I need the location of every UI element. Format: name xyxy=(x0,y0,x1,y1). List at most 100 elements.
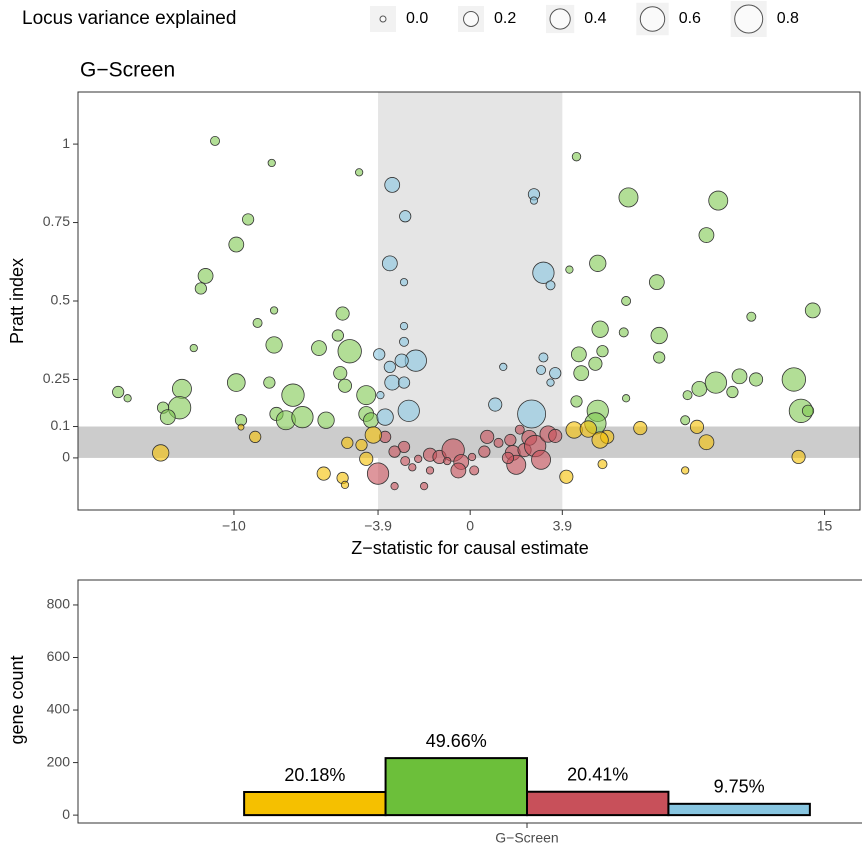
y-tick-label: 0.5 xyxy=(51,292,71,308)
size-legend-label: 0.4 xyxy=(584,10,606,27)
point xyxy=(381,255,398,272)
point xyxy=(425,466,435,475)
point xyxy=(252,318,263,328)
x-tick-label: 3.9 xyxy=(553,518,573,534)
y-tick-label: 0 xyxy=(62,806,70,822)
y-tick-label: 400 xyxy=(47,701,71,717)
y-tick-label: 0.1 xyxy=(51,417,71,433)
point xyxy=(226,373,246,392)
point xyxy=(337,339,362,364)
point xyxy=(281,383,305,407)
point xyxy=(536,365,547,375)
point xyxy=(197,268,214,284)
point xyxy=(331,329,344,342)
point xyxy=(228,236,245,253)
point xyxy=(653,351,666,364)
point xyxy=(394,353,409,368)
point xyxy=(420,482,429,491)
y-tick-label: 800 xyxy=(47,596,71,612)
point xyxy=(408,463,417,472)
y-tick-label: 1 xyxy=(62,135,70,151)
point xyxy=(383,360,396,373)
size-legend-symbol xyxy=(379,15,387,23)
point xyxy=(749,372,764,387)
point xyxy=(388,445,401,458)
point xyxy=(340,480,350,489)
point xyxy=(123,394,132,403)
point xyxy=(189,343,198,353)
shaded-band xyxy=(78,426,860,458)
size-legend-title: Locus variance explained xyxy=(22,8,236,29)
y-tick-label: 600 xyxy=(47,648,71,664)
point xyxy=(337,378,353,393)
point xyxy=(549,367,562,380)
point xyxy=(355,168,364,177)
point xyxy=(559,469,574,484)
point xyxy=(364,426,382,444)
plot-border xyxy=(77,579,862,824)
bar xyxy=(243,791,387,817)
point xyxy=(488,397,503,412)
y-tick-label: 0 xyxy=(62,449,70,465)
x-tick-label: −3.9 xyxy=(364,518,392,534)
y-tick-label: 200 xyxy=(47,753,71,769)
point xyxy=(801,404,815,417)
point xyxy=(291,406,314,429)
point xyxy=(726,385,739,399)
point xyxy=(478,445,491,458)
point xyxy=(316,466,331,481)
point xyxy=(480,429,495,444)
point xyxy=(698,227,715,243)
point xyxy=(573,365,590,382)
y-tick-label: 0.25 xyxy=(43,370,70,386)
x-axis-title: Z−statistic for causal estimate xyxy=(351,538,589,558)
size-legend-symbol xyxy=(549,8,571,30)
point xyxy=(355,438,368,452)
point xyxy=(704,371,727,394)
y-axis-title: gene count xyxy=(7,655,27,744)
point xyxy=(596,345,609,358)
bar xyxy=(384,757,528,817)
point xyxy=(570,395,583,408)
point xyxy=(571,151,582,162)
point xyxy=(746,311,757,322)
size-legend-label: 0.8 xyxy=(777,10,799,27)
point xyxy=(390,482,399,491)
point xyxy=(397,399,420,422)
bar xyxy=(667,802,811,817)
point xyxy=(159,409,176,425)
point xyxy=(517,399,547,429)
point xyxy=(469,465,480,476)
point xyxy=(414,454,423,463)
point xyxy=(194,282,207,295)
y-tick-label: 0.75 xyxy=(43,213,70,229)
point xyxy=(531,449,551,470)
point xyxy=(249,430,262,443)
point xyxy=(267,158,276,168)
point xyxy=(597,459,608,470)
point xyxy=(529,196,539,205)
size-legend-label: 0.6 xyxy=(679,10,701,27)
point xyxy=(311,340,327,356)
size-legend-label: 0.0 xyxy=(406,10,428,27)
size-legend-symbol xyxy=(639,6,666,32)
x-tick-label: 0 xyxy=(466,518,474,534)
bar-label: 9.75% xyxy=(714,777,765,797)
point xyxy=(538,352,549,363)
point xyxy=(373,348,386,361)
point xyxy=(363,412,379,429)
point xyxy=(210,136,220,146)
point xyxy=(467,452,477,462)
point xyxy=(112,385,125,399)
x-tick-label: G−Screen xyxy=(495,830,558,846)
point xyxy=(570,346,587,363)
point xyxy=(514,424,525,435)
x-tick-label: 15 xyxy=(817,518,833,534)
point xyxy=(237,423,245,431)
point xyxy=(242,213,255,226)
point xyxy=(650,326,668,345)
point xyxy=(341,436,354,449)
point xyxy=(269,306,279,315)
point xyxy=(591,431,609,449)
